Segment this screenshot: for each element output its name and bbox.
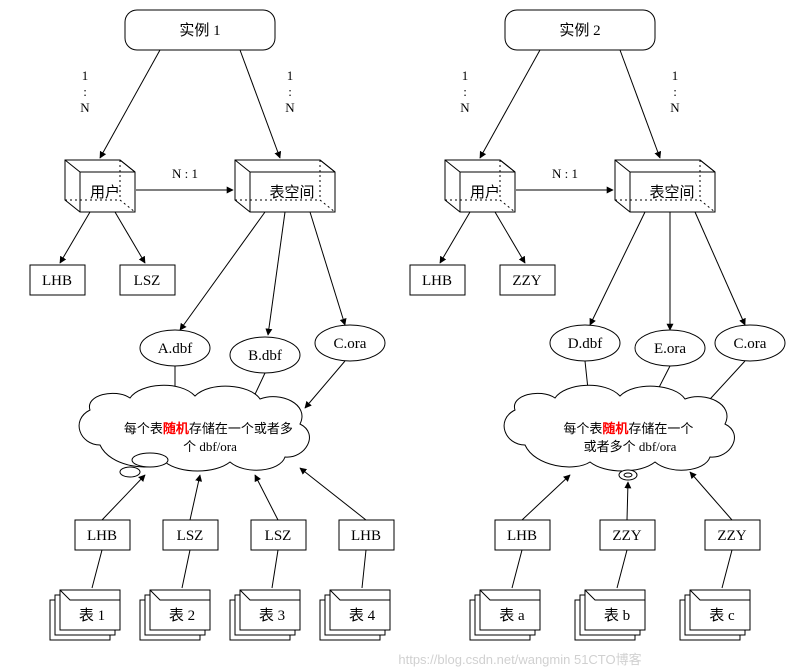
blabel-0-text-right: LHB — [507, 528, 537, 544]
edge-bl1-t-right — [617, 550, 627, 588]
edge-user-lsz-left — [115, 212, 145, 263]
instance2-title: 实例 2 — [559, 22, 600, 39]
edge-bl1-t-left — [182, 550, 190, 588]
user-label-left: 用户 — [90, 184, 120, 201]
table-0-text-right: 表 a — [499, 607, 525, 624]
file-cora-text-left: C.ora — [334, 336, 367, 352]
blabel-3-text-left: LHB — [351, 528, 381, 544]
edge-bl0-cloud-right — [522, 475, 570, 520]
user-ts-ratio-right: N : 1 — [552, 166, 578, 181]
lhb-text-right: LHB — [422, 273, 452, 289]
edge-bl2-t-right — [722, 550, 732, 588]
blabel-2-text-right: ZZY — [717, 528, 746, 544]
edge-bl0-t-left — [92, 550, 102, 588]
table-2-text-right: 表 c — [709, 607, 735, 624]
cloud-bubble-2-left — [120, 467, 140, 477]
cloud-bubble-2-right — [624, 473, 632, 477]
edge-ts-ddbf — [590, 212, 645, 325]
table-1-text-right: 表 b — [604, 607, 630, 624]
edge-bl2-t-left — [272, 550, 278, 588]
lhb-text-left: LHB — [42, 273, 72, 289]
user-ts-ratio-left: N : 1 — [172, 166, 198, 181]
edge-bl0-t-right — [512, 550, 522, 588]
edge-bl2-cloud-left — [255, 475, 278, 520]
edge-ts-cora — [310, 212, 345, 325]
edge-ts-bdbf — [268, 212, 285, 335]
table-0-text-left: 表 1 — [79, 607, 105, 624]
diagram-canvas: 实例 1 1:N 1:N 用户 表空间 N : 1 LHB LSZ — [0, 0, 793, 671]
edge-bl3-cloud-left — [300, 468, 366, 520]
table-1-text-left: 表 2 — [169, 607, 195, 624]
instance2-ratio-left: 1:N — [460, 68, 470, 115]
table-2-text-left: 表 3 — [259, 607, 285, 624]
edge-user-lhb-right — [440, 212, 470, 263]
blabel-1-text-right: ZZY — [612, 528, 641, 544]
edge-user-zzy-right — [495, 212, 525, 263]
instance2-ratio-right: 1:N — [670, 68, 680, 115]
edge-inst2-user — [480, 50, 540, 158]
edge-ts-cora2 — [695, 212, 745, 325]
edge-bl1-cloud-left — [190, 475, 200, 520]
instance1-ratio-left: 1:N — [80, 68, 90, 115]
instance1-ratio-right: 1:N — [285, 68, 295, 115]
instance1-title: 实例 1 — [179, 22, 220, 39]
cloud-bubble-1-left — [132, 453, 168, 467]
zzy-text-right: ZZY — [512, 273, 541, 289]
tablespace-label-left: 表空间 — [269, 184, 314, 201]
user-label-right: 用户 — [470, 184, 500, 201]
blabel-1-text-left: LSZ — [177, 528, 204, 544]
blabel-0-text-left: LHB — [87, 528, 117, 544]
tablespace-label-right: 表空间 — [649, 184, 694, 201]
edge-bl3-t-left — [362, 550, 366, 588]
file-adbf-text: A.dbf — [158, 341, 193, 357]
watermark-text: https://blog.csdn.net/wangmin 51CTO博客 — [398, 652, 641, 667]
edge-bl0-cloud-left — [102, 475, 145, 520]
blabel-2-text-left: LSZ — [265, 528, 292, 544]
edge-inst1-ts — [240, 50, 280, 158]
file-ddbf-text: D.dbf — [568, 336, 603, 352]
file-cora-text-right: C.ora — [734, 336, 767, 352]
edge-inst2-ts — [620, 50, 660, 158]
edge-ts-adbf — [180, 212, 265, 330]
table-3-text-left: 表 4 — [349, 607, 376, 624]
edge-bl1-cloud-right — [627, 482, 628, 520]
edge-bl2-cloud-right — [690, 472, 732, 520]
file-bdbf-text: B.dbf — [248, 348, 282, 364]
edge-inst1-user — [100, 50, 160, 158]
file-eora-text: E.ora — [654, 341, 686, 357]
edge-user-lhb-left — [60, 212, 90, 263]
edge-cora-cloud-left — [305, 361, 345, 408]
lsz-text-left: LSZ — [134, 273, 161, 289]
